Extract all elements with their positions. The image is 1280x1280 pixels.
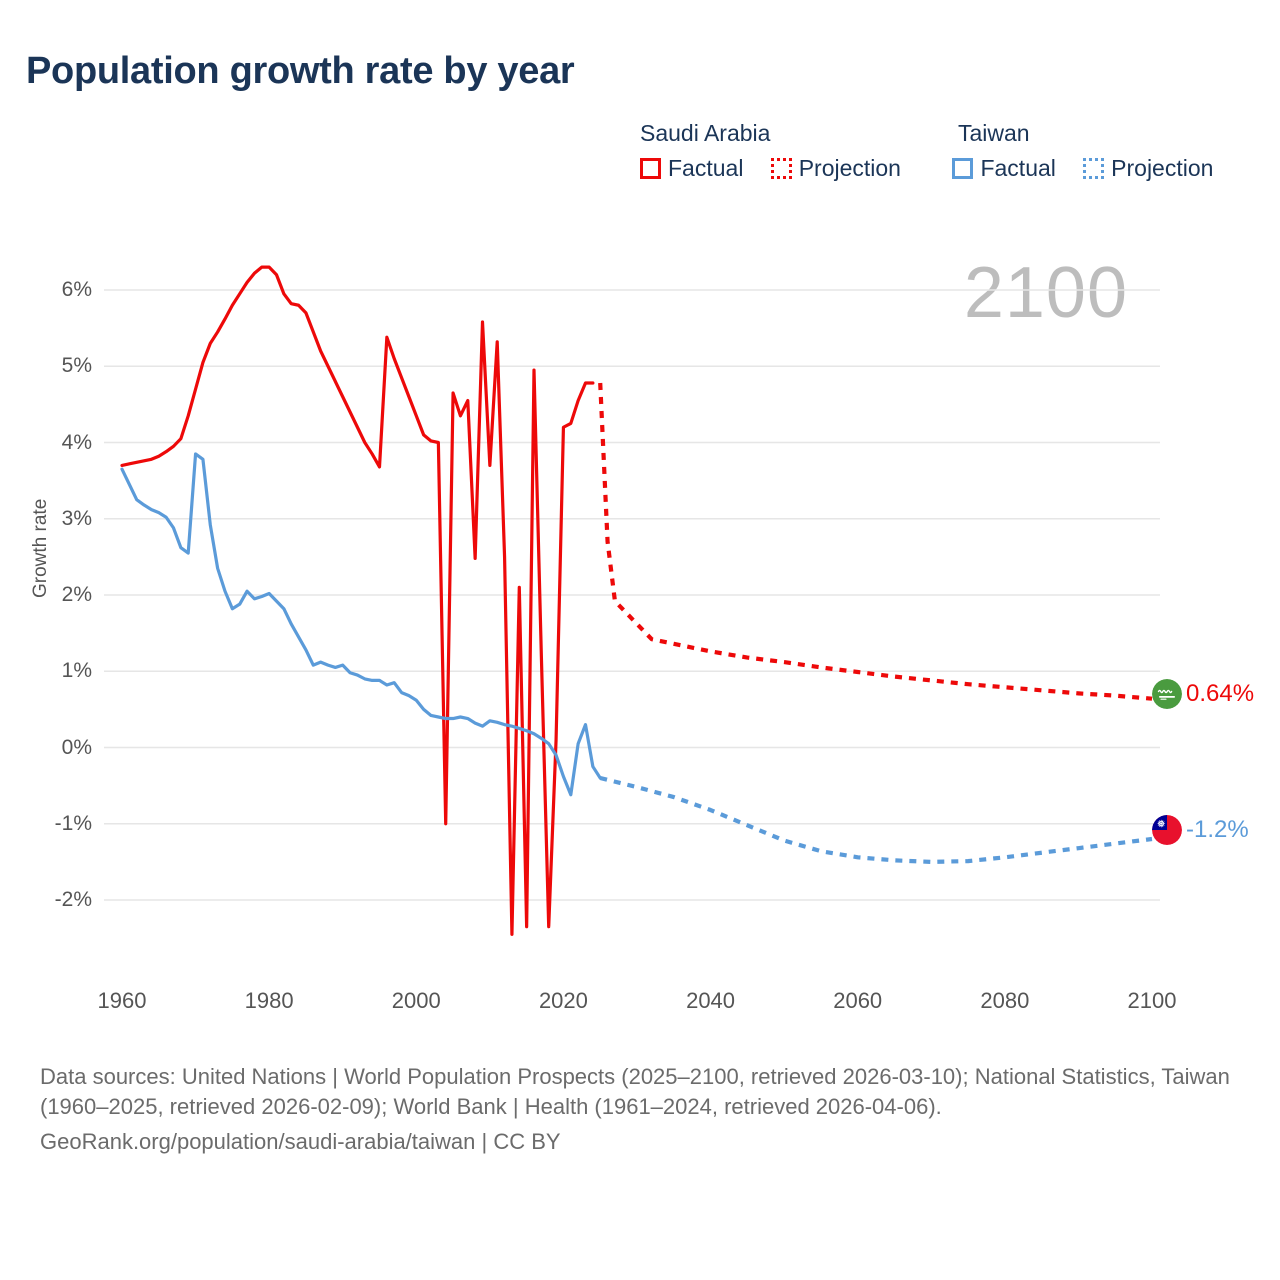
y-axis-tick: 5% — [61, 354, 92, 378]
x-axis-tick: 2060 — [833, 988, 883, 1013]
year-watermark: 2100 — [963, 253, 1128, 333]
end-label-saudi-arabia: 0.64% — [1186, 680, 1255, 707]
y-axis-tick: 0% — [61, 735, 92, 759]
series-saudi-arabia-projection — [598, 382, 1153, 701]
legend-label-taiwan-factual: Factual — [980, 155, 1056, 181]
chart-title: Population growth rate by year — [26, 50, 575, 92]
legend-item-saudi-factual[interactable]: Factual — [640, 155, 771, 182]
footer-data-sources: Data sources: United Nations | World Pop… — [40, 1064, 1230, 1120]
y-axis-tick: 2% — [61, 583, 92, 606]
saudi-arabia-flag-icon — [1152, 679, 1182, 709]
x-axis-tick: 2000 — [391, 988, 441, 1013]
taiwan-flag-icon — [1152, 815, 1182, 845]
end-label-taiwan: -1.2% — [1186, 816, 1249, 843]
y-axis-tick: -2% — [54, 888, 92, 911]
series-taiwan-factual — [120, 452, 602, 797]
legend-items-row: Factual Projection Factual Projection — [640, 155, 1260, 182]
gridlines — [104, 289, 1160, 901]
legend-label-saudi-projection: Projection — [798, 155, 901, 181]
x-axis-tick: 1980 — [244, 988, 294, 1013]
x-axis-tick: 2020 — [538, 988, 588, 1013]
legend-country-saudi-arabia: Saudi Arabia — [640, 120, 771, 146]
x-axis-tick: 2080 — [980, 988, 1030, 1013]
legend-item-taiwan-factual[interactable]: Factual — [952, 155, 1083, 182]
legend-swatch-solid-blue-icon — [952, 158, 974, 179]
x-axis-tick: 2100 — [1127, 988, 1177, 1013]
y-axis-tick: 3% — [61, 506, 92, 530]
footer-attribution: GeoRank.org/population/saudi-arabia/taiw… — [40, 1128, 561, 1154]
data-lines — [120, 265, 1153, 936]
chart-legend: Saudi Arabia Taiwan Factual Projection F… — [640, 120, 1260, 182]
x-axis-tick: 1960 — [97, 988, 147, 1013]
y-axis-tick: -1% — [54, 811, 92, 835]
legend-item-taiwan-projection[interactable]: Projection — [1083, 155, 1260, 182]
legend-swatch-dotted-blue-icon — [1083, 158, 1105, 179]
y-axis-tick: 6% — [61, 278, 92, 301]
y-axis-tick: 4% — [61, 430, 92, 454]
y-axis-tick: 1% — [61, 659, 92, 683]
legend-swatch-solid-red-icon — [640, 158, 661, 179]
legend-swatch-dotted-red-icon — [770, 158, 792, 179]
legend-label-saudi-factual: Factual — [668, 155, 744, 181]
chart-footer: Data sources: United Nations | World Pop… — [40, 1062, 1250, 1157]
series-saudi-arabia-factual — [120, 265, 595, 936]
x-axis-tick: 2040 — [686, 988, 736, 1013]
legend-item-saudi-projection[interactable]: Projection — [770, 155, 953, 182]
legend-country-taiwan: Taiwan — [958, 120, 1030, 146]
legend-country-row: Saudi Arabia Taiwan — [640, 120, 1260, 147]
legend-label-taiwan-projection: Projection — [1111, 155, 1214, 181]
series-taiwan-projection — [599, 775, 1153, 864]
